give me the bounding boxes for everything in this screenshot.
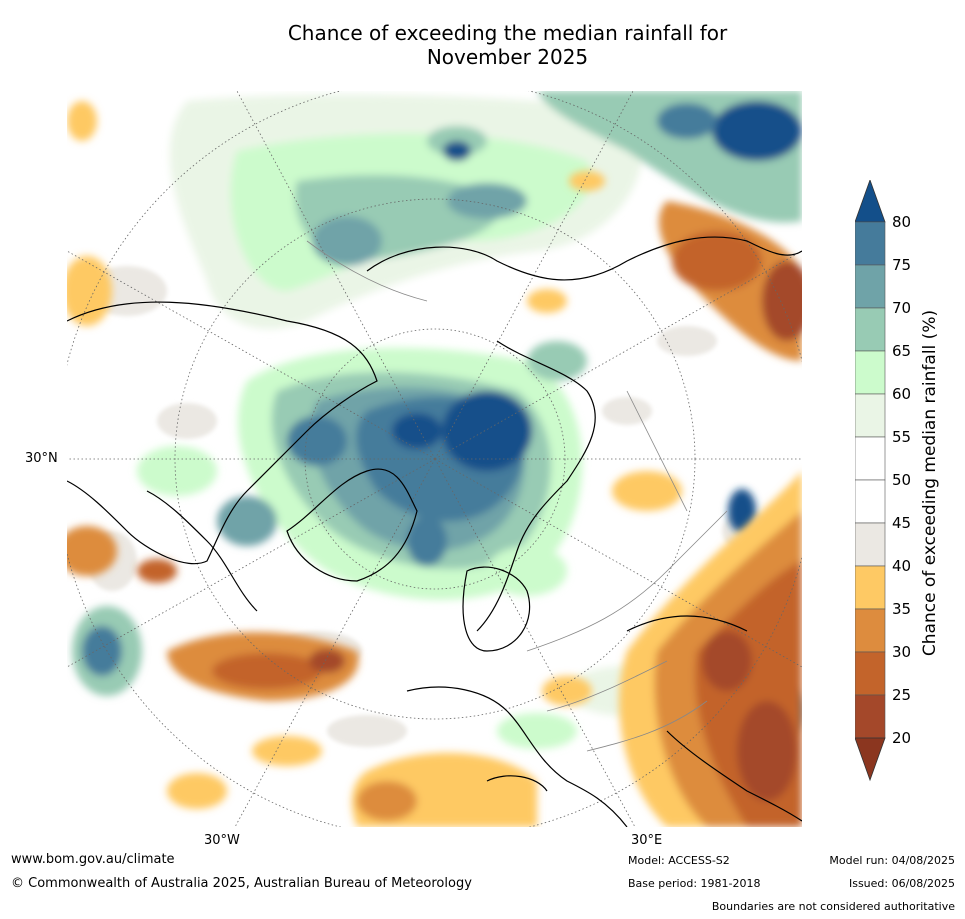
colorbar-tick-label: 55 [892,428,912,446]
colorbar-tick-label: 20 [892,729,912,747]
model-run-text: Model run: 04/08/2025 [829,854,955,867]
colorbar [855,180,886,782]
colorbar-tick-label: 65 [892,342,912,360]
base-period-text: Base period: 1981-2018 [628,877,761,890]
boundaries-note: Boundaries are not considered authoritat… [711,900,955,913]
model-text: Model: ACCESS-S2 [628,854,730,867]
colorbar-bin [855,608,886,653]
colorbar-bin [855,221,886,266]
colorbar-bin [855,350,886,395]
colorbar-bin [855,479,886,524]
title-line-1: Chance of exceeding the median rainfall … [287,21,728,45]
colorbar-tick-label: 30 [892,643,912,661]
colorbar-tick-label: 35 [892,600,912,618]
coastlines [67,236,802,827]
lon-label-30e: 30°E [631,833,663,848]
colorbar-tick-label: 75 [892,256,912,274]
colorbar-bin [855,307,886,352]
colorbar-bin [855,651,886,696]
colorbar-extend-low [855,737,886,782]
map-title: Chance of exceeding the median rainfall … [180,21,835,69]
colorbar-tick-label: 60 [892,385,912,403]
copyright-text: © Commonwealth of Australia 2025, Austra… [11,876,472,891]
colorbar-bin [855,264,886,309]
below-median-areas [67,101,802,827]
colorbar-tick-label: 50 [892,471,912,489]
colorbar-bin [855,565,886,610]
website-text: www.bom.gov.au/climate [11,852,175,867]
lat-label-30n: 30°N [25,451,58,466]
rainfall-probability-map [67,91,802,827]
title-line-2: November 2025 [426,45,589,69]
country-borders [306,240,728,752]
colorbar-tick-label: 80 [892,213,912,231]
colorbar-tick-label: 45 [892,514,912,532]
colorbar-bin [855,393,886,438]
issued-text: Issued: 06/08/2025 [848,877,955,890]
colorbar-bin [855,436,886,481]
colorbar-tick-label: 25 [892,686,912,704]
colorbar-bin [855,694,886,739]
lon-label-30w: 30°W [204,833,240,848]
colorbar-tick-label: 40 [892,557,912,575]
colorbar-label: Chance of exceeding median rainfall (%) [920,309,940,657]
colorbar-extend-high [855,180,886,223]
colorbar-bin [855,522,886,567]
colorbar-tick-label: 70 [892,299,912,317]
